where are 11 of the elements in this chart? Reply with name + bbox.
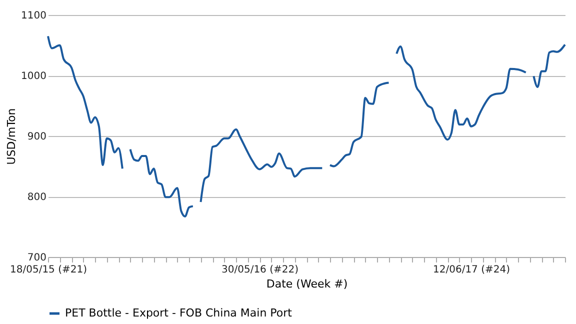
- x-tick-label: 30/05/16 (#22): [222, 264, 299, 276]
- y-tick-label: 1100: [21, 10, 46, 22]
- x-axis-title: Date (Week #): [266, 278, 348, 290]
- y-tick-label: 900: [27, 132, 46, 142]
- x-tick-label: 12/06/17 (#24): [433, 264, 510, 276]
- y-tick-label: 1000: [21, 71, 46, 82]
- y-tick-label: 700: [27, 252, 46, 264]
- y-axis-title: USD/mTon: [5, 108, 18, 165]
- y-tick-label: 800: [27, 192, 46, 203]
- x-tick-label: 18/05/15 (#21): [10, 264, 88, 276]
- legend-label: PET Bottle - Export - FOB China Main Port: [65, 306, 293, 320]
